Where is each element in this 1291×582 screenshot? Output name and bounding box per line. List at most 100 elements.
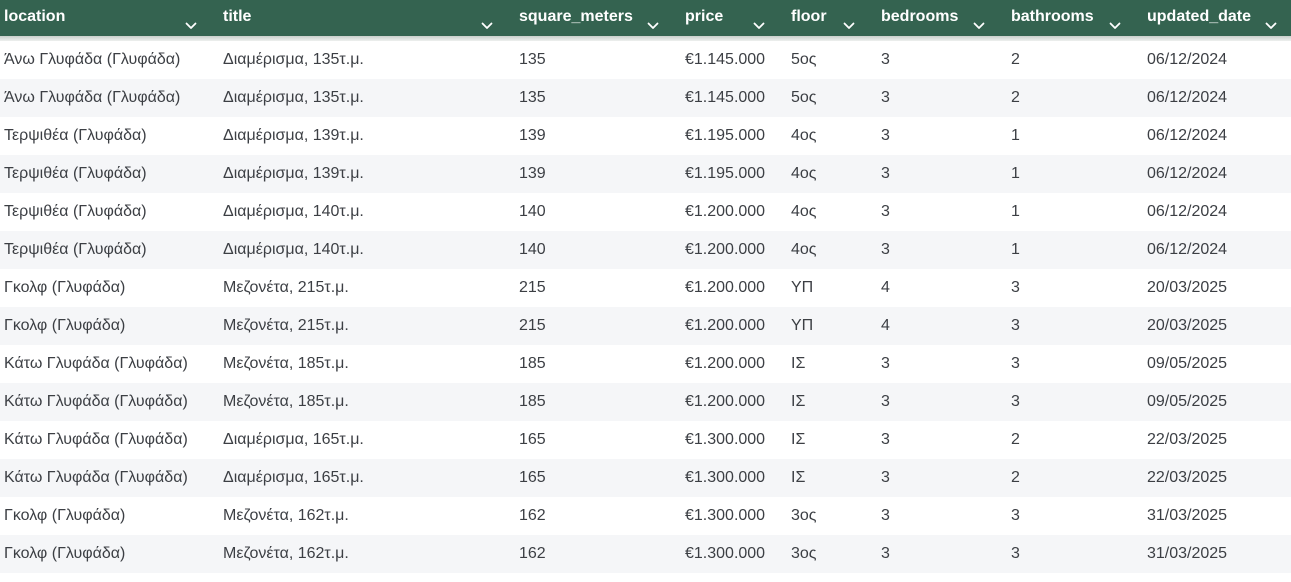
table-row[interactable]: Τερψιθέα (Γλυφάδα) Διαμέρισμα, 140τ.μ. 140…: [0, 193, 1291, 231]
cell-location: Άνω Γλυφάδα (Γλυφάδα): [4, 89, 181, 106]
table-row[interactable]: Γκολφ (Γλυφάδα) Μεζονέτα, 162τ.μ. 162 €1.30…: [0, 497, 1291, 535]
chevron-down-icon[interactable]: [185, 11, 197, 29]
cell-updated-date: 06/12/2024: [1147, 89, 1228, 106]
cell-bedrooms: 3: [881, 51, 890, 68]
cell-bedrooms: 3: [881, 127, 890, 144]
cell-floor: ΙΣ: [791, 469, 806, 486]
cell-floor: ΥΠ: [791, 317, 814, 334]
table-row[interactable]: Γκολφ (Γλυφάδα) Μεζονέτα, 162τ.μ. 162 €1.30…: [0, 535, 1291, 573]
table-row[interactable]: Γκολφ (Γλυφάδα) Μεζονέτα, 215τ.μ. 215 €1.20…: [0, 269, 1291, 307]
cell-bedrooms: 3: [881, 165, 890, 182]
cell-location: Κάτω Γλυφάδα (Γλυφάδα): [4, 469, 188, 486]
cell-title: Μεζονέτα, 215τ.μ.: [223, 279, 349, 296]
cell-title: Διαμέρισμα, 165τ.μ.: [223, 431, 364, 448]
column-header-price[interactable]: price: [685, 0, 767, 36]
header-divider: [0, 36, 1291, 41]
cell-square-meters: 135: [519, 89, 546, 106]
cell-price: €1.300.000: [685, 469, 766, 486]
table-row[interactable]: Γκολφ (Γλυφάδα) Μεζονέτα, 215τ.μ. 215 €1.20…: [0, 307, 1291, 345]
column-header-bedrooms[interactable]: bedrooms: [881, 0, 987, 36]
cell-bedrooms: 3: [881, 507, 890, 524]
chevron-down-icon[interactable]: [481, 11, 493, 29]
table-row[interactable]: Κάτω Γλυφάδα (Γλυφάδα) Μεζονέτα, 185τ.μ. 1…: [0, 345, 1291, 383]
cell-location: Άνω Γλυφάδα (Γλυφάδα): [4, 51, 181, 68]
column-header-bathrooms[interactable]: bathrooms: [1011, 0, 1123, 36]
cell-price: €1.145.000: [685, 51, 766, 68]
column-header-label: bedrooms: [881, 8, 959, 25]
cell-location: Γκολφ (Γλυφάδα): [4, 507, 126, 524]
cell-floor: ΥΠ: [791, 279, 814, 296]
table-row[interactable]: Κάτω Γλυφάδα (Γλυφάδα) Διαμέρισμα, 165τ.μ…: [0, 421, 1291, 459]
cell-updated-date: 06/12/2024: [1147, 51, 1228, 68]
cell-title: Διαμέρισμα, 139τ.μ.: [223, 127, 364, 144]
cell-square-meters: 165: [519, 431, 546, 448]
cell-square-meters: 139: [519, 127, 546, 144]
table-row[interactable]: Τερψιθέα (Γλυφάδα) Διαμέρισμα, 139τ.μ. 139…: [0, 117, 1291, 155]
column-header-title[interactable]: title: [223, 0, 495, 36]
cell-title: Μεζονέτα, 162τ.μ.: [223, 507, 349, 524]
table-row[interactable]: Άνω Γλυφάδα (Γλυφάδα) Διαμέρισμα, 135τ.μ.…: [0, 79, 1291, 117]
cell-bathrooms: 2: [1011, 51, 1020, 68]
table-row[interactable]: Κάτω Γλυφάδα (Γλυφάδα) Μεζονέτα, 185τ.μ. 1…: [0, 383, 1291, 421]
cell-location: Τερψιθέα (Γλυφάδα): [4, 165, 147, 182]
cell-bedrooms: 3: [881, 431, 890, 448]
chevron-down-icon[interactable]: [647, 11, 659, 29]
cell-square-meters: 162: [519, 507, 546, 524]
cell-bathrooms: 2: [1011, 431, 1020, 448]
cell-floor: ΙΣ: [791, 355, 806, 372]
cell-price: €1.195.000: [685, 165, 766, 182]
column-header-updated-date[interactable]: updated_date: [1147, 0, 1279, 36]
cell-floor: 4ος: [791, 203, 817, 220]
cell-title: Μεζονέτα, 215τ.μ.: [223, 317, 349, 334]
cell-square-meters: 162: [519, 545, 546, 562]
cell-updated-date: 06/12/2024: [1147, 241, 1228, 258]
cell-updated-date: 06/12/2024: [1147, 165, 1228, 182]
cell-location: Τερψιθέα (Γλυφάδα): [4, 127, 147, 144]
cell-updated-date: 06/12/2024: [1147, 203, 1228, 220]
cell-price: €1.300.000: [685, 507, 766, 524]
table-row[interactable]: Άνω Γλυφάδα (Γλυφάδα) Διαμέρισμα, 135τ.μ.…: [0, 41, 1291, 79]
table-row[interactable]: Τερψιθέα (Γλυφάδα) Διαμέρισμα, 139τ.μ. 139…: [0, 155, 1291, 193]
cell-bathrooms: 3: [1011, 393, 1020, 410]
cell-bedrooms: 3: [881, 355, 890, 372]
column-header-location[interactable]: location: [4, 0, 199, 36]
cell-floor: 4ος: [791, 127, 817, 144]
cell-bedrooms: 4: [881, 279, 890, 296]
cell-bathrooms: 1: [1011, 241, 1020, 258]
cell-square-meters: 215: [519, 317, 546, 334]
cell-location: Τερψιθέα (Γλυφάδα): [4, 203, 147, 220]
column-header-label: bathrooms: [1011, 8, 1094, 25]
chevron-down-icon[interactable]: [973, 11, 985, 29]
cell-square-meters: 140: [519, 203, 546, 220]
cell-square-meters: 140: [519, 241, 546, 258]
column-header-floor[interactable]: floor: [791, 0, 857, 36]
table-row[interactable]: Κάτω Γλυφάδα (Γλυφάδα) Διαμέρισμα, 165τ.μ…: [0, 459, 1291, 497]
column-header-label: square_meters: [519, 8, 633, 25]
cell-bathrooms: 2: [1011, 89, 1020, 106]
chevron-down-icon[interactable]: [843, 11, 855, 29]
cell-location: Κάτω Γλυφάδα (Γλυφάδα): [4, 431, 188, 448]
cell-floor: 3ος: [791, 545, 817, 562]
column-header-square-meters[interactable]: square_meters: [519, 0, 661, 36]
cell-bedrooms: 3: [881, 545, 890, 562]
chevron-down-icon[interactable]: [1109, 11, 1121, 29]
cell-bathrooms: 2: [1011, 469, 1020, 486]
chevron-down-icon[interactable]: [1265, 11, 1277, 29]
table-row[interactable]: Τερψιθέα (Γλυφάδα) Διαμέρισμα, 140τ.μ. 140…: [0, 231, 1291, 269]
cell-square-meters: 135: [519, 51, 546, 68]
cell-updated-date: 31/03/2025: [1147, 545, 1228, 562]
cell-updated-date: 22/03/2025: [1147, 431, 1228, 448]
cell-location: Γκολφ (Γλυφάδα): [4, 317, 126, 334]
cell-title: Διαμέρισμα, 140τ.μ.: [223, 203, 364, 220]
cell-price: €1.200.000: [685, 355, 766, 372]
cell-title: Μεζονέτα, 162τ.μ.: [223, 545, 349, 562]
cell-updated-date: 09/05/2025: [1147, 355, 1228, 372]
cell-updated-date: 22/03/2025: [1147, 469, 1228, 486]
cell-price: €1.200.000: [685, 279, 766, 296]
chevron-down-icon[interactable]: [753, 11, 765, 29]
cell-bathrooms: 3: [1011, 545, 1020, 562]
cell-price: €1.200.000: [685, 317, 766, 334]
cell-bedrooms: 3: [881, 203, 890, 220]
grid-header: location title square_meters price floor bedr…: [0, 0, 1291, 36]
